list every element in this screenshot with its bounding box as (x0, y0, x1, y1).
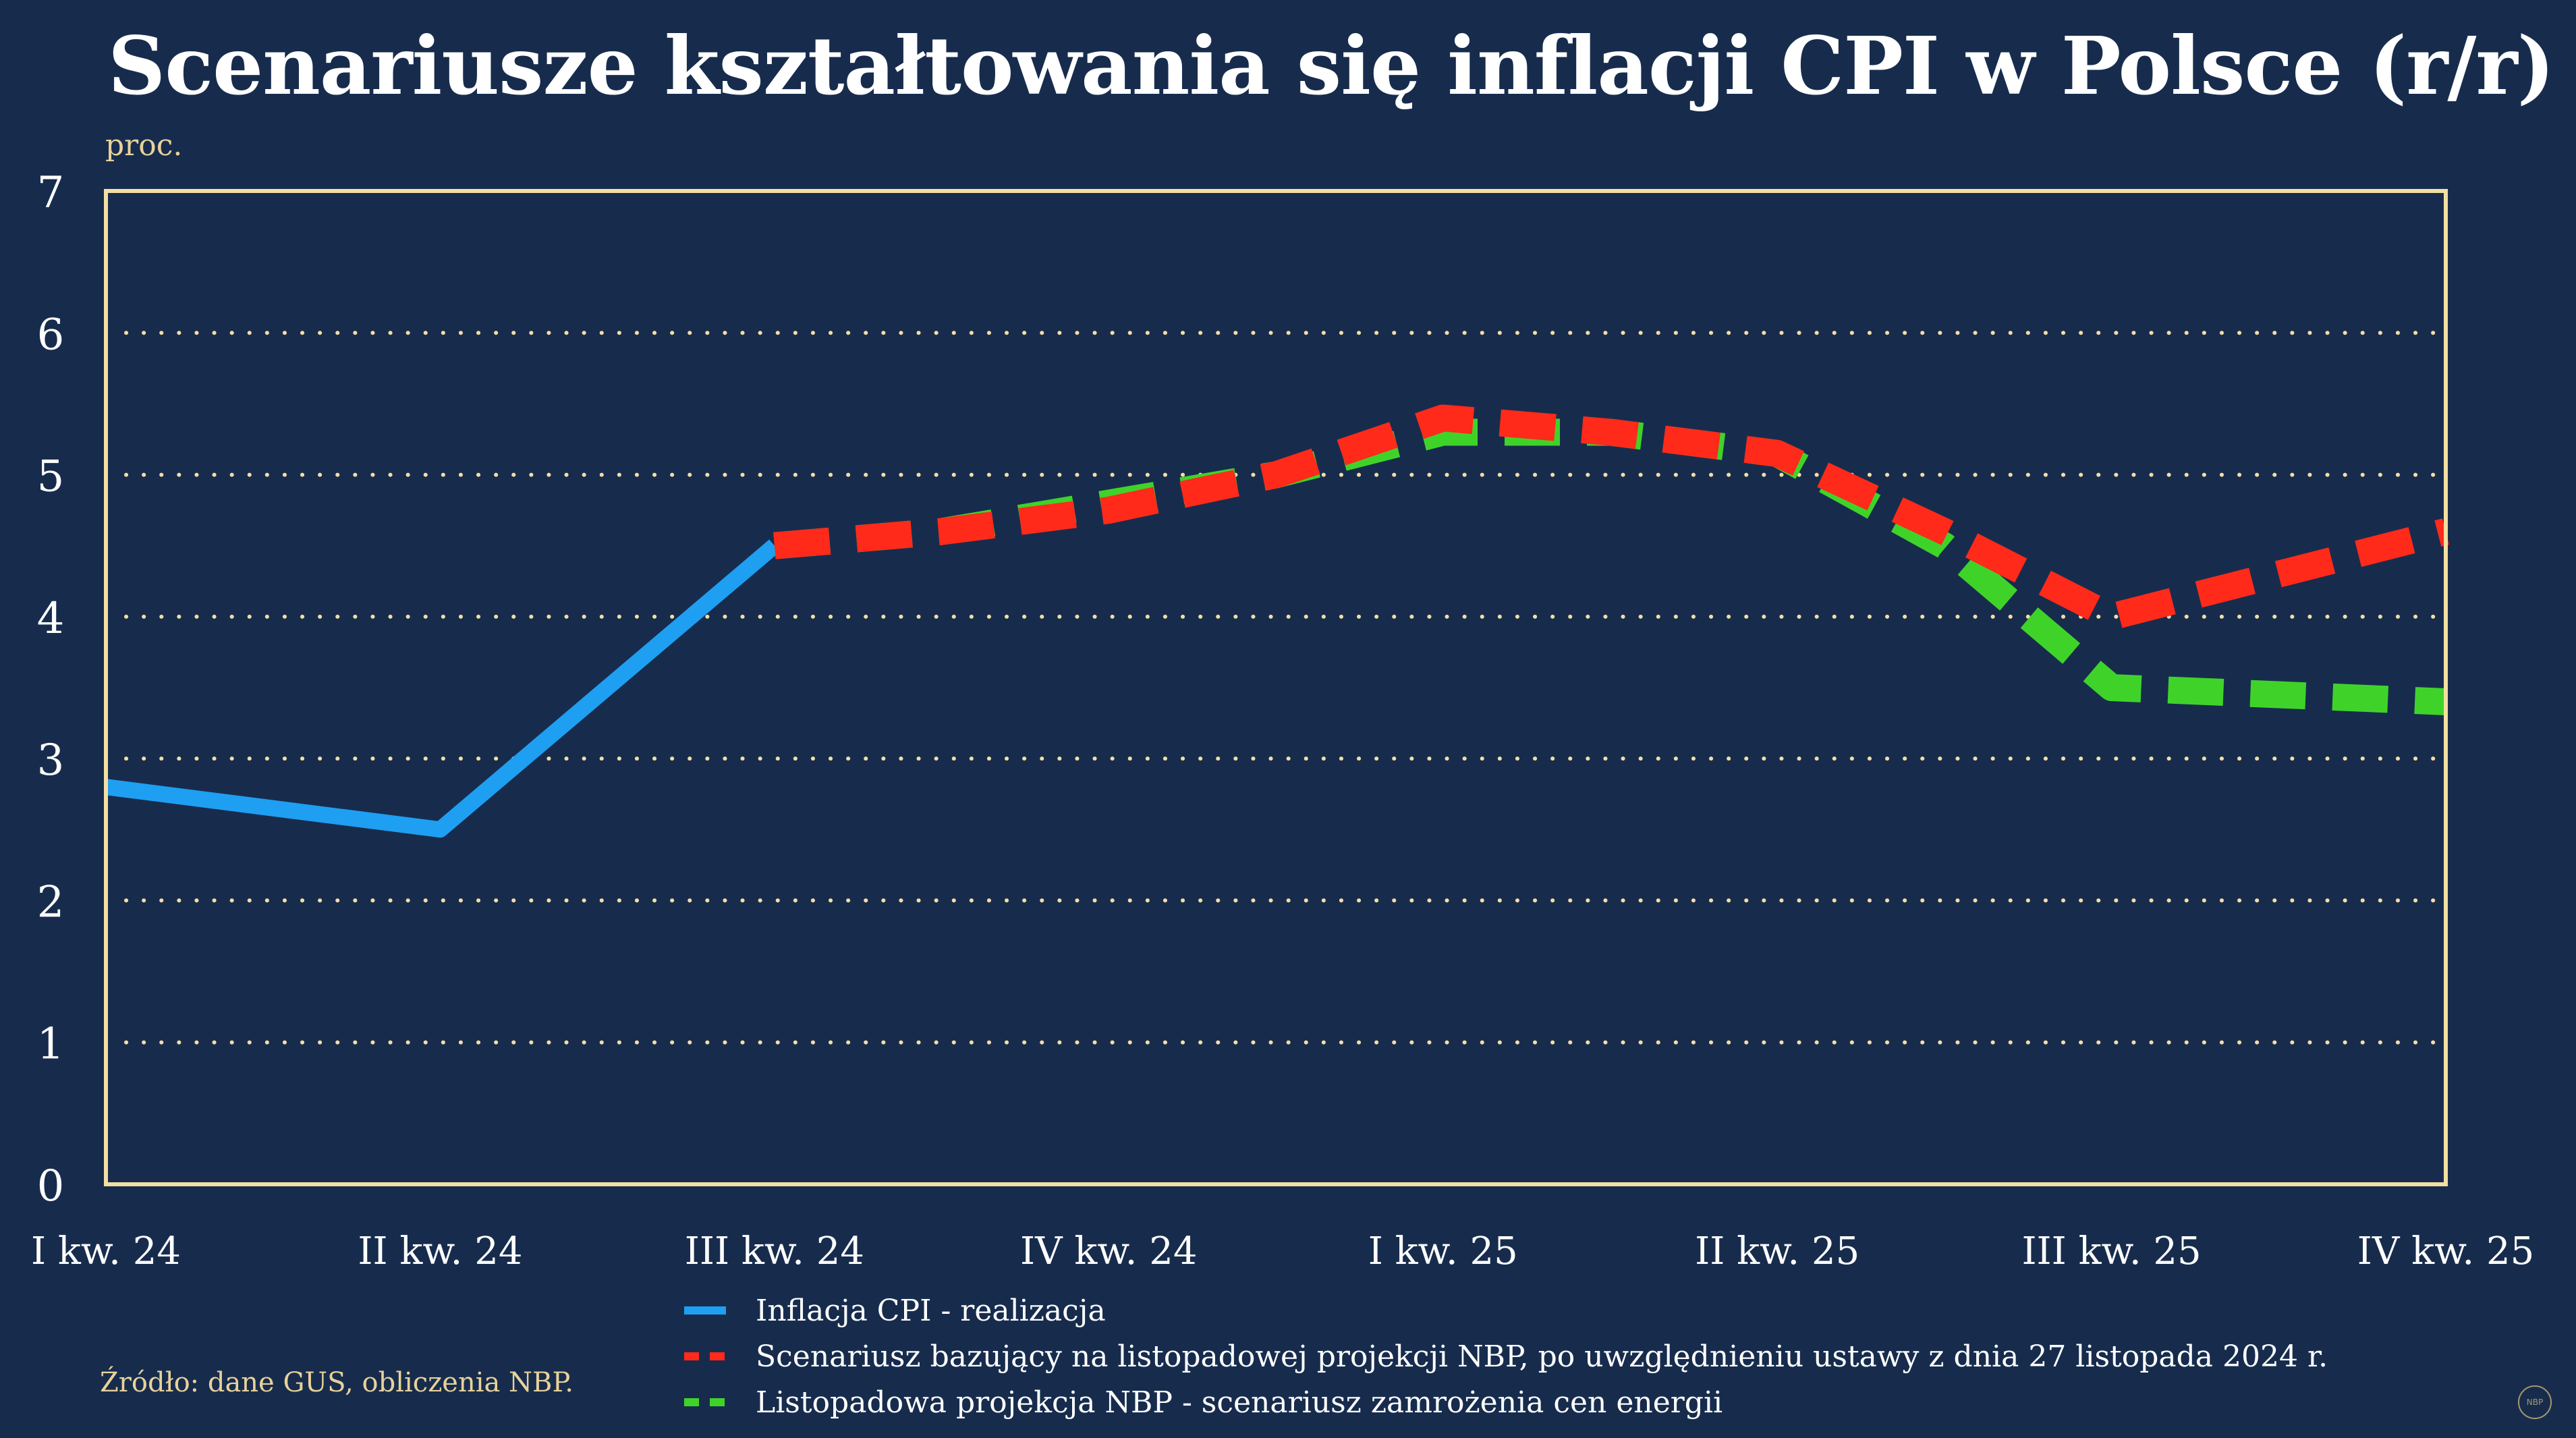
nbp-logo-icon: NBP (2518, 1385, 2552, 1419)
x-tick-label-5: II kw. 25 (1695, 1229, 1859, 1273)
legend-swatch-red (684, 1352, 726, 1360)
series-line-2 (773, 404, 2449, 630)
y-axis-ticks: 0 1 2 3 4 5 6 7 (37, 168, 65, 1211)
x-tick-label-3: IV kw. 24 (1020, 1229, 1197, 1273)
chart-title: Scenariusze kształtowania się inflacji C… (108, 19, 2554, 113)
legend-item-realizacja: Inflacja CPI - realizacja (683, 1288, 2328, 1333)
legend-label-zamrozenie: Listopadowa projekcja NBP - scenariusz z… (756, 1385, 1723, 1420)
legend-item-zamrozenie: Listopadowa projekcja NBP - scenariusz z… (683, 1379, 2328, 1425)
legend-item-scenariusz-ustawa: Scenariusz bazujący na listopadowej proj… (683, 1333, 2328, 1379)
series-line-1 (773, 418, 2446, 715)
y-tick-label-7: 7 (37, 168, 65, 218)
legend-label-realizacja: Inflacja CPI - realizacja (756, 1293, 1106, 1328)
x-tick-label-4: I kw. 25 (1368, 1229, 1518, 1273)
y-tick-label-3: 3 (37, 736, 65, 785)
gridlines (124, 331, 2438, 1045)
y-tick-label-4: 4 (37, 594, 65, 644)
y-tick-label-0: 0 (37, 1161, 65, 1211)
y-axis-unit-label: proc. (105, 128, 183, 163)
x-tick-label-6: III kw. 25 (2021, 1229, 2201, 1273)
plot-frame (104, 189, 2448, 1186)
y-tick-label-1: 1 (37, 1020, 65, 1070)
x-tick-label-2: III kw. 24 (685, 1229, 864, 1273)
x-tick-label-1: II kw. 24 (358, 1229, 522, 1273)
y-tick-label-5: 5 (37, 452, 65, 502)
x-tick-label-0: I kw. 24 (31, 1229, 181, 1273)
y-tick-label-6: 6 (37, 310, 65, 360)
legend-swatch-green (684, 1398, 726, 1406)
x-tick-label-7: IV kw. 25 (2357, 1229, 2534, 1273)
source-note: Źródło: dane GUS, obliczenia NBP. (100, 1367, 573, 1398)
series-line-0 (105, 539, 780, 838)
x-axis-ticks: I kw. 24 II kw. 24 III kw. 24 IV kw. 24 I kw… (31, 1229, 2534, 1273)
y-tick-label-2: 2 (37, 877, 65, 927)
series-lines (105, 404, 2449, 838)
legend-label-scenariusz-ustawa: Scenariusz bazujący na listopadowej proj… (756, 1339, 2328, 1374)
legend-swatch-blue (684, 1306, 726, 1315)
legend: Inflacja CPI - realizacja Scenariusz baz… (683, 1288, 2328, 1425)
